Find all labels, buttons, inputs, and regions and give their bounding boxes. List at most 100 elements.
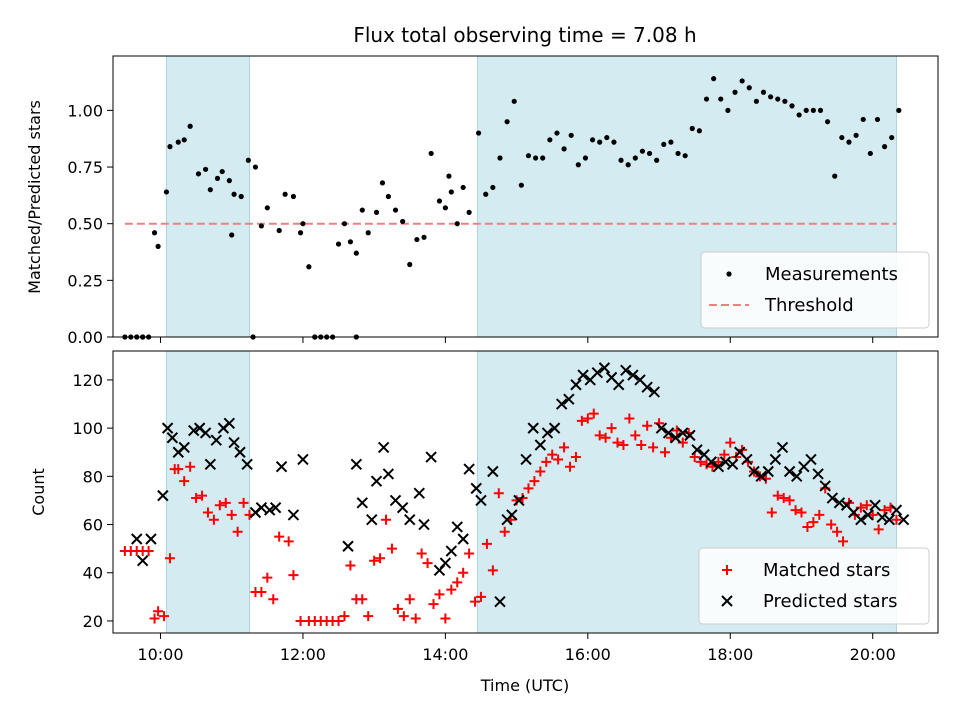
point-matched-stars-60: [475, 591, 486, 602]
point-measurements-118: [446, 173, 452, 179]
point-measurements-53: [466, 209, 472, 215]
point-predicted-stars-15: [228, 436, 240, 449]
point-predicted-stars-36: [418, 518, 430, 531]
point-predicted-stars-93: [819, 480, 831, 492]
point-measurements-72: [604, 134, 610, 141]
point-measurements-83: [682, 153, 688, 159]
point-measurements-15: [214, 175, 221, 181]
y-tick-label-4: 1.00: [67, 101, 103, 120]
legend-box: [698, 547, 930, 625]
x-tick-label-5: 20:00: [850, 645, 896, 664]
y-tick-label-0: 20: [83, 612, 103, 631]
point-matched-stars-111: [778, 493, 789, 504]
point-predicted-stars-66: [627, 369, 639, 381]
point-matched-stars-50: [416, 548, 427, 559]
point-predicted-stars-33: [396, 501, 409, 514]
point-matched-stars-26: [268, 594, 279, 605]
point-matched-stars-8: [164, 553, 175, 564]
point-predicted-stars-80: [726, 458, 739, 470]
point-predicted-stars-4: [161, 422, 174, 434]
point-measurements-88: [718, 96, 724, 102]
top-y-ticks: 0.00 0.25 0.50 0.75 1.00: [67, 101, 113, 347]
point-matched-stars-15: [202, 507, 213, 518]
point-matched-stars-113: [790, 505, 801, 516]
point-matched-stars-11: [179, 476, 190, 487]
point-predicted-stars-20: [263, 504, 276, 516]
point-measurements-42: [392, 207, 399, 213]
point-measurements-22: [258, 223, 264, 229]
point-matched-stars-10: [173, 464, 184, 475]
point-measurements-84: [689, 125, 695, 132]
point-predicted-stars-11: [204, 458, 217, 470]
point-predicted-stars-40: [445, 545, 458, 557]
point-predicted-stars-64: [612, 379, 625, 391]
point-measurements-98: [789, 103, 795, 109]
point-matched-stars-117: [814, 509, 825, 520]
point-measurements-82: [675, 150, 681, 157]
point-measurements-39: [373, 209, 380, 215]
point-matched-stars-119: [826, 519, 837, 530]
point-measurements-104: [832, 173, 838, 179]
point-measurements-65: [554, 130, 560, 136]
point-predicted-stars-31: [382, 468, 395, 480]
point-measurements-61: [525, 153, 532, 159]
x-tick-label-3: 16:00: [565, 645, 611, 664]
point-predicted-stars-61: [591, 366, 604, 379]
point-measurements-19: [238, 193, 244, 200]
point-predicted-stars-39: [439, 557, 452, 569]
point-predicted-stars-44: [470, 482, 482, 495]
point-predicted-stars-8: [188, 424, 200, 437]
point-predicted-stars-45: [475, 494, 487, 507]
point-matched-stars-112: [784, 495, 795, 506]
bottom-panel: 20 40 60 80 100 120 10:00 12:00 14:00 16:00 18:00…: [29, 350, 939, 695]
point-predicted-stars-0: [131, 533, 143, 545]
point-predicted-stars-84: [755, 470, 767, 483]
point-matched-stars-130: [891, 514, 902, 525]
point-predicted-stars-85: [762, 465, 774, 478]
point-predicted-stars-68: [641, 381, 653, 393]
point-matched-stars-84: [618, 440, 629, 450]
point-predicted-stars-27: [356, 497, 368, 509]
point-measurements-74: [618, 157, 624, 163]
point-measurements-92: [746, 85, 752, 91]
point-measurements-35: [347, 239, 354, 245]
legend-entry-0: Measurements: [765, 264, 898, 285]
legend-entry-0: Matched stars: [763, 560, 890, 581]
y-tick-label-5: 120: [72, 371, 103, 390]
point-predicted-stars-29: [370, 475, 383, 487]
point-predicted-stars-77: [705, 456, 717, 468]
point-matched-stars-63: [493, 488, 504, 499]
point-measurements-16: [219, 168, 225, 175]
point-predicted-stars-1: [136, 554, 149, 567]
point-matched-stars-4: [143, 546, 154, 557]
point-matched-stars-45: [386, 543, 397, 554]
shaded-interval-0: [165, 55, 251, 338]
point-predicted-stars-87: [776, 441, 789, 454]
point-matched-stars-116: [808, 517, 819, 528]
point-predicted-stars-51: [520, 453, 532, 466]
point-matched-stars-25: [262, 572, 273, 583]
point-matched-stars-42: [369, 555, 380, 566]
point-predicted-stars-70: [655, 422, 668, 434]
point-measurements-11: [187, 123, 193, 129]
y-tick-label-0: 0.00: [67, 328, 103, 347]
point-matched-stars-7: [159, 611, 170, 622]
point-predicted-stars-62: [598, 362, 611, 374]
point-matched-stars-88: [642, 420, 653, 431]
top-data-points: [122, 76, 902, 340]
point-matched-stars-64: [499, 526, 510, 537]
point-measurements-112: [889, 134, 895, 141]
x-tick-label-2: 14:00: [422, 645, 468, 664]
point-measurements-47: [428, 150, 434, 157]
point-predicted-stars-89: [791, 470, 803, 483]
top-axes-frame: [112, 55, 939, 338]
point-predicted-stars-12: [210, 434, 222, 446]
point-measurements-24: [276, 227, 282, 234]
point-measurements-27: [297, 230, 304, 236]
point-matched-stars-49: [410, 613, 421, 624]
point-predicted-stars-23: [287, 509, 300, 521]
point-matched-stars-53: [434, 589, 445, 600]
point-measurements-38: [365, 230, 371, 236]
point-predicted-stars-79: [719, 456, 732, 468]
